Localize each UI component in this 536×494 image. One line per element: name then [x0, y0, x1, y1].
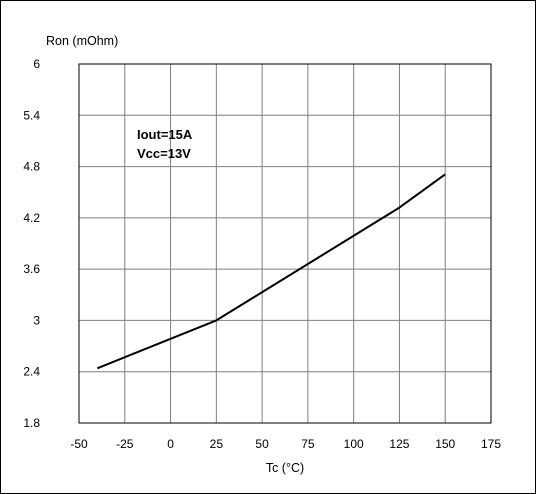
x-tick-label: 125 — [389, 437, 409, 451]
grid — [79, 64, 491, 423]
y-tick-label: 1.8 — [23, 416, 40, 430]
x-tick-label: 25 — [210, 437, 224, 451]
series-line — [96, 173, 446, 370]
y-tick-label: 4.8 — [23, 160, 40, 174]
x-tick-label: 0 — [167, 437, 174, 451]
x-tick-label: -50 — [70, 437, 88, 451]
x-tick-label: 175 — [481, 437, 501, 451]
y-tick-label: 6 — [33, 57, 40, 71]
x-tick-label: 100 — [344, 437, 364, 451]
x-tick-label: 75 — [301, 437, 315, 451]
annotation-vcc: Vcc=13V — [137, 146, 191, 161]
y-axis-title: Ron (mOhm) — [46, 34, 118, 48]
series-layer — [96, 173, 446, 370]
x-tick-labels: -50 -25 0 25 50 75 100 125 150 175 — [70, 437, 501, 451]
plot-area — [78, 63, 492, 424]
y-tick-label: 5.4 — [23, 108, 40, 122]
annotation-iout: Iout=15A — [137, 127, 193, 142]
x-tick-label: 50 — [255, 437, 269, 451]
y-tick-label: 3 — [33, 313, 40, 327]
y-tick-label: 2.4 — [23, 365, 40, 379]
x-axis-title: Tc (°C) — [266, 461, 304, 475]
y-tick-label: 3.6 — [23, 262, 40, 276]
x-tick-label: 150 — [435, 437, 455, 451]
x-tick-label: -25 — [116, 437, 134, 451]
y-tick-labels: 1.8 2.4 3 3.6 4.2 4.8 5.4 6 — [23, 57, 40, 430]
y-tick-label: 4.2 — [23, 211, 40, 225]
